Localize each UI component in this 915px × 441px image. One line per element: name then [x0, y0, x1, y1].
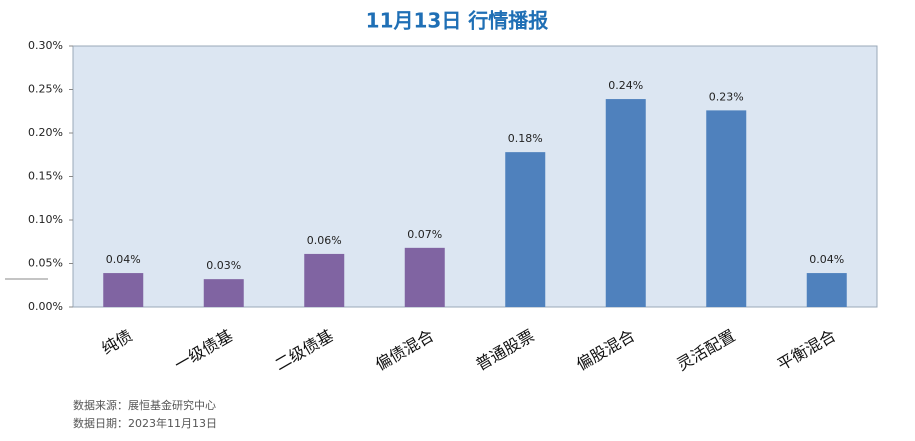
- value-label: 0.04%: [106, 253, 141, 266]
- y-tick-label: 0.20%: [28, 126, 63, 139]
- x-tick-label: 平衡混合: [774, 326, 839, 374]
- y-tick-label: 0.05%: [28, 257, 63, 270]
- date-note: 数据日期：2023年11月13日: [73, 416, 217, 430]
- x-tick-label: 普通股票: [473, 326, 538, 374]
- y-tick-label: 0.25%: [28, 83, 63, 96]
- x-tick-label: 一级债基: [171, 326, 236, 374]
- value-label: 0.03%: [206, 259, 241, 272]
- plot-area: [72, 45, 878, 308]
- value-label: 0.24%: [608, 79, 643, 92]
- value-label: 0.07%: [407, 228, 442, 241]
- value-label: 0.06%: [307, 234, 342, 247]
- bar: [605, 99, 646, 307]
- bar: [203, 279, 244, 307]
- bar: [404, 247, 445, 307]
- bar: [304, 253, 345, 307]
- x-tick-label: 偏债混合: [372, 326, 437, 374]
- x-tick-label: 纯债: [98, 326, 135, 358]
- value-label: 0.23%: [709, 90, 744, 103]
- bar: [103, 273, 144, 307]
- y-tick-label: 0.10%: [28, 213, 63, 226]
- x-tick-label: 二级债基: [272, 326, 337, 374]
- value-label: 0.18%: [508, 132, 543, 145]
- chart-title: 11月13日 行情播报: [366, 9, 549, 33]
- y-tick-label: 0.15%: [28, 170, 63, 183]
- x-tick-label: 灵活配置: [674, 326, 739, 374]
- source-note: 数据来源：展恒基金研究中心: [73, 398, 216, 412]
- x-tick-label: 偏股混合: [573, 326, 638, 374]
- bar: [806, 273, 847, 307]
- value-label: 0.04%: [809, 253, 844, 266]
- bar: [505, 152, 546, 307]
- bar: [706, 110, 747, 307]
- y-tick-label: 0.00%: [28, 300, 63, 313]
- y-tick-label: 0.30%: [28, 39, 63, 52]
